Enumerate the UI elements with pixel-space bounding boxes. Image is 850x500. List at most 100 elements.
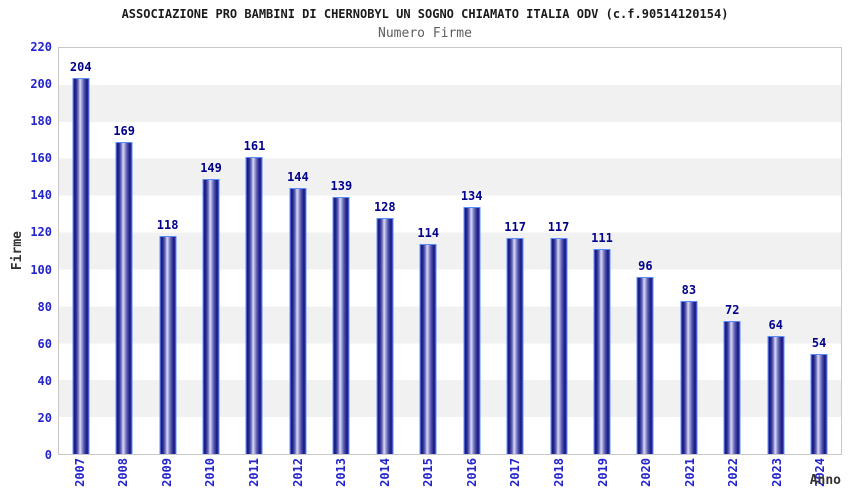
- x-tick-slot: 2008: [102, 458, 146, 500]
- bar-slot: 169: [102, 48, 145, 454]
- bar-value-label: 54: [811, 336, 827, 351]
- bar-value-label: 117: [547, 220, 570, 235]
- bar-2013: [332, 197, 350, 454]
- bar-slot: 204: [59, 48, 102, 454]
- bar-slot: 72: [711, 48, 754, 454]
- bar-value-label: 64: [768, 317, 783, 332]
- x-tick-slot: 2009: [145, 458, 189, 500]
- bars-row: 204 169 118 149 161 144 139 128 114 134 117 117 111 9…: [59, 48, 841, 454]
- bar-value-label: 134: [460, 188, 483, 203]
- bar-slot: 139: [320, 48, 363, 454]
- x-axis-tick-label: 2012: [290, 458, 305, 487]
- x-tick-slot: 2016: [450, 458, 494, 500]
- x-axis-tick-label: 2016: [464, 458, 479, 487]
- bar-2007: [72, 77, 90, 454]
- x-tick-slot: 2013: [319, 458, 363, 500]
- x-axis-tick-label: 2009: [159, 458, 174, 487]
- bar-slot: 128: [363, 48, 406, 454]
- x-tick-slot: 2007: [58, 458, 102, 500]
- x-axis: 2007 2008 2009 2010 2011 2012 2013 2014 2015 2016…: [58, 458, 842, 500]
- x-axis-tick-label: 2008: [116, 458, 131, 487]
- bar-value-label: 96: [638, 258, 653, 273]
- bar-value-label: 117: [504, 220, 526, 235]
- bar-slot: 111: [580, 48, 623, 454]
- bar-2022: [723, 321, 741, 454]
- x-axis-tick-label: 2017: [508, 458, 523, 487]
- bar-value-label: 114: [417, 225, 440, 240]
- bar-2023: [767, 335, 785, 454]
- bar-slot: 144: [276, 48, 319, 454]
- bar-value-label: 72: [725, 303, 740, 318]
- y-axis-tick-label: 60: [37, 336, 52, 351]
- x-tick-slot: 2017: [494, 458, 538, 500]
- y-axis-tick-label: 220: [30, 40, 52, 54]
- x-axis-tick-label: 2020: [639, 458, 654, 487]
- bar-slot: 114: [407, 48, 450, 454]
- x-tick-slot: 2019: [581, 458, 625, 500]
- y-axis: 0 20 40 60 80 100 120 140 160 180 200 220: [0, 40, 53, 462]
- x-tick-slot: 2020: [624, 458, 668, 500]
- bar-2020: [636, 276, 654, 454]
- x-axis-tick-label: 2015: [421, 458, 436, 487]
- x-axis-tick-label: 2011: [247, 458, 262, 487]
- bar-2021: [680, 300, 698, 454]
- x-axis-tick-label: 2010: [203, 458, 218, 487]
- bar-2008: [115, 142, 133, 454]
- x-axis-tick-label: 2018: [551, 458, 566, 487]
- x-tick-slot: 2022: [711, 458, 755, 500]
- bar-slot: 64: [754, 48, 797, 454]
- x-axis-tick-label: 2013: [334, 458, 349, 487]
- bar-2011: [245, 156, 263, 454]
- x-tick-slot: 2023: [755, 458, 799, 500]
- bar-2010: [202, 179, 220, 454]
- bar-value-label: 128: [373, 199, 396, 214]
- y-axis-tick-label: 200: [30, 77, 52, 92]
- bar-2018: [550, 238, 568, 454]
- bar-slot: 117: [493, 48, 536, 454]
- x-axis-tick-label: 2022: [726, 458, 741, 487]
- x-tick-slot: 2015: [407, 458, 451, 500]
- bar-2019: [593, 249, 611, 454]
- bar-value-label: 83: [681, 282, 697, 297]
- bar-slot: 161: [233, 48, 276, 454]
- bar-2016: [463, 206, 481, 454]
- chart-subtitle: Numero Firme: [378, 26, 472, 41]
- bar-value-label: 204: [69, 59, 92, 74]
- bar-slot: 96: [624, 48, 667, 454]
- x-tick-slot: 2021: [668, 458, 712, 500]
- bar-value-label: 161: [243, 138, 266, 153]
- bar-slot: 83: [667, 48, 710, 454]
- bar-2012: [289, 188, 307, 454]
- bar-slot: 118: [146, 48, 189, 454]
- bar-slot: 117: [537, 48, 580, 454]
- y-axis-tick-label: 140: [30, 188, 52, 203]
- y-axis-tick-label: 100: [30, 262, 52, 277]
- x-axis-tick-label: 2014: [377, 458, 392, 487]
- bar-value-label: 111: [591, 231, 613, 246]
- chart-title: ASSOCIAZIONE PRO BAMBINI DI CHERNOBYL UN…: [121, 7, 729, 21]
- bar-2014: [376, 217, 394, 454]
- x-tick-slot: 2014: [363, 458, 407, 500]
- bar-2015: [419, 243, 437, 454]
- x-axis-tick-label: 2007: [72, 458, 87, 487]
- bar-2009: [159, 236, 177, 454]
- bar-value-label: 144: [287, 170, 309, 185]
- x-axis-tick-label: 2019: [595, 458, 610, 487]
- x-tick-slot: 2010: [189, 458, 233, 500]
- y-axis-tick-label: 80: [37, 299, 52, 314]
- bar-2017: [506, 238, 524, 454]
- x-tick-slot: 2011: [232, 458, 276, 500]
- x-tick-slot: 2012: [276, 458, 320, 500]
- bar-slot: 149: [189, 48, 232, 454]
- y-axis-tick-label: 20: [37, 410, 52, 425]
- y-axis-tick-label: 180: [30, 114, 52, 129]
- bar-slot: 134: [450, 48, 493, 454]
- y-axis-tick-label: 120: [30, 225, 52, 240]
- x-axis-title: Anno: [809, 473, 841, 488]
- x-tick-slot: 2018: [537, 458, 581, 500]
- bar-value-label: 149: [200, 161, 222, 176]
- bar-slot: 54: [797, 48, 840, 454]
- plot-area: 204 169 118 149 161 144 139 128 114 134 117 117 111 9…: [58, 47, 842, 455]
- y-axis-tick-label: 40: [37, 373, 52, 388]
